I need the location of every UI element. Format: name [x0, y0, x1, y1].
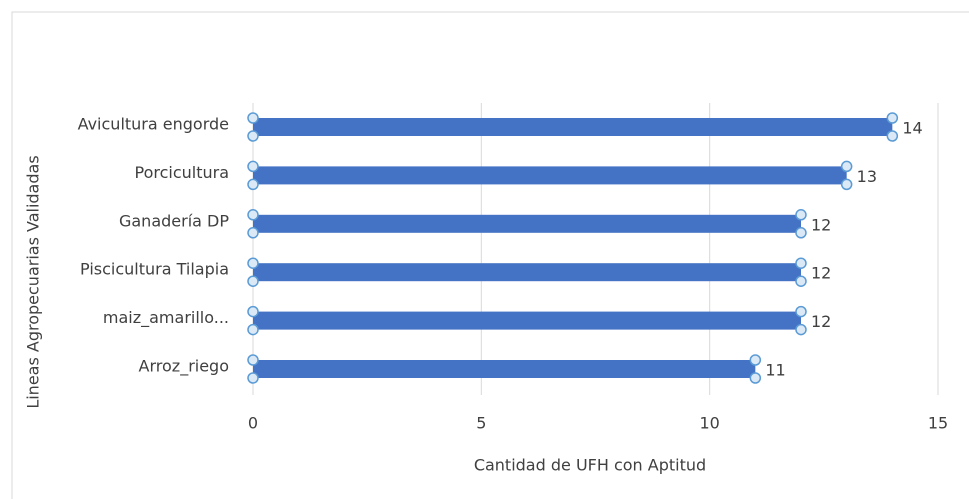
- selection-handle: [795, 305, 807, 318]
- chart-frame: [11, 11, 969, 499]
- selection-handle: [795, 275, 807, 287]
- selection-handle: [840, 178, 853, 191]
- selection-handle: [247, 372, 259, 384]
- selection-handle: [247, 160, 259, 173]
- selection-handle: [886, 112, 899, 124]
- x-tick-label: 5: [476, 414, 486, 433]
- value-label: 12: [811, 215, 831, 234]
- y-tick-label: Avicultura engorde: [78, 115, 229, 134]
- y-tick-label: Arroz_riego: [139, 357, 229, 377]
- x-tick-label: 15: [928, 414, 948, 433]
- value-label: 12: [811, 264, 831, 283]
- selection-handle: [247, 323, 259, 336]
- selection-handle: [840, 160, 853, 173]
- bar: [253, 118, 893, 136]
- selection-handle: [247, 178, 259, 191]
- value-label: 13: [857, 167, 877, 186]
- y-tick-label: Piscicultura Tilapia: [80, 260, 229, 279]
- y-axis-label: Lineas Agropecuarias Validadas: [24, 155, 43, 408]
- x-axis-label: Cantidad de UFH con Aptitud: [474, 456, 706, 475]
- selection-handle: [247, 130, 259, 142]
- selection-handle: [247, 305, 259, 318]
- selection-handle: [247, 257, 259, 269]
- selection-handle: [247, 354, 259, 366]
- selection-handle: [886, 130, 899, 142]
- selection-handle: [795, 227, 807, 239]
- bar: [253, 214, 801, 233]
- bar: [253, 166, 847, 185]
- bar: [253, 263, 801, 282]
- selection-handle: [247, 227, 259, 239]
- selection-handle: [795, 209, 807, 221]
- value-label: 14: [902, 119, 922, 138]
- selection-handle: [247, 112, 259, 124]
- y-tick-label: Ganadería DP: [119, 211, 229, 230]
- bar: [253, 311, 801, 330]
- y-tick-label: maiz_amarillo...: [103, 308, 229, 328]
- value-label: 12: [811, 312, 831, 331]
- selection-handle: [795, 257, 807, 269]
- selection-handle: [247, 209, 259, 221]
- selection-handle: [749, 354, 762, 366]
- y-tick-label: Porcicultura: [134, 163, 229, 182]
- bar: [253, 360, 756, 378]
- selection-handle: [247, 275, 259, 287]
- x-tick-label: 0: [248, 414, 258, 433]
- value-label: 11: [765, 361, 785, 380]
- selection-handle: [795, 323, 807, 336]
- selection-handle: [749, 372, 762, 384]
- x-tick-label: 10: [699, 414, 719, 433]
